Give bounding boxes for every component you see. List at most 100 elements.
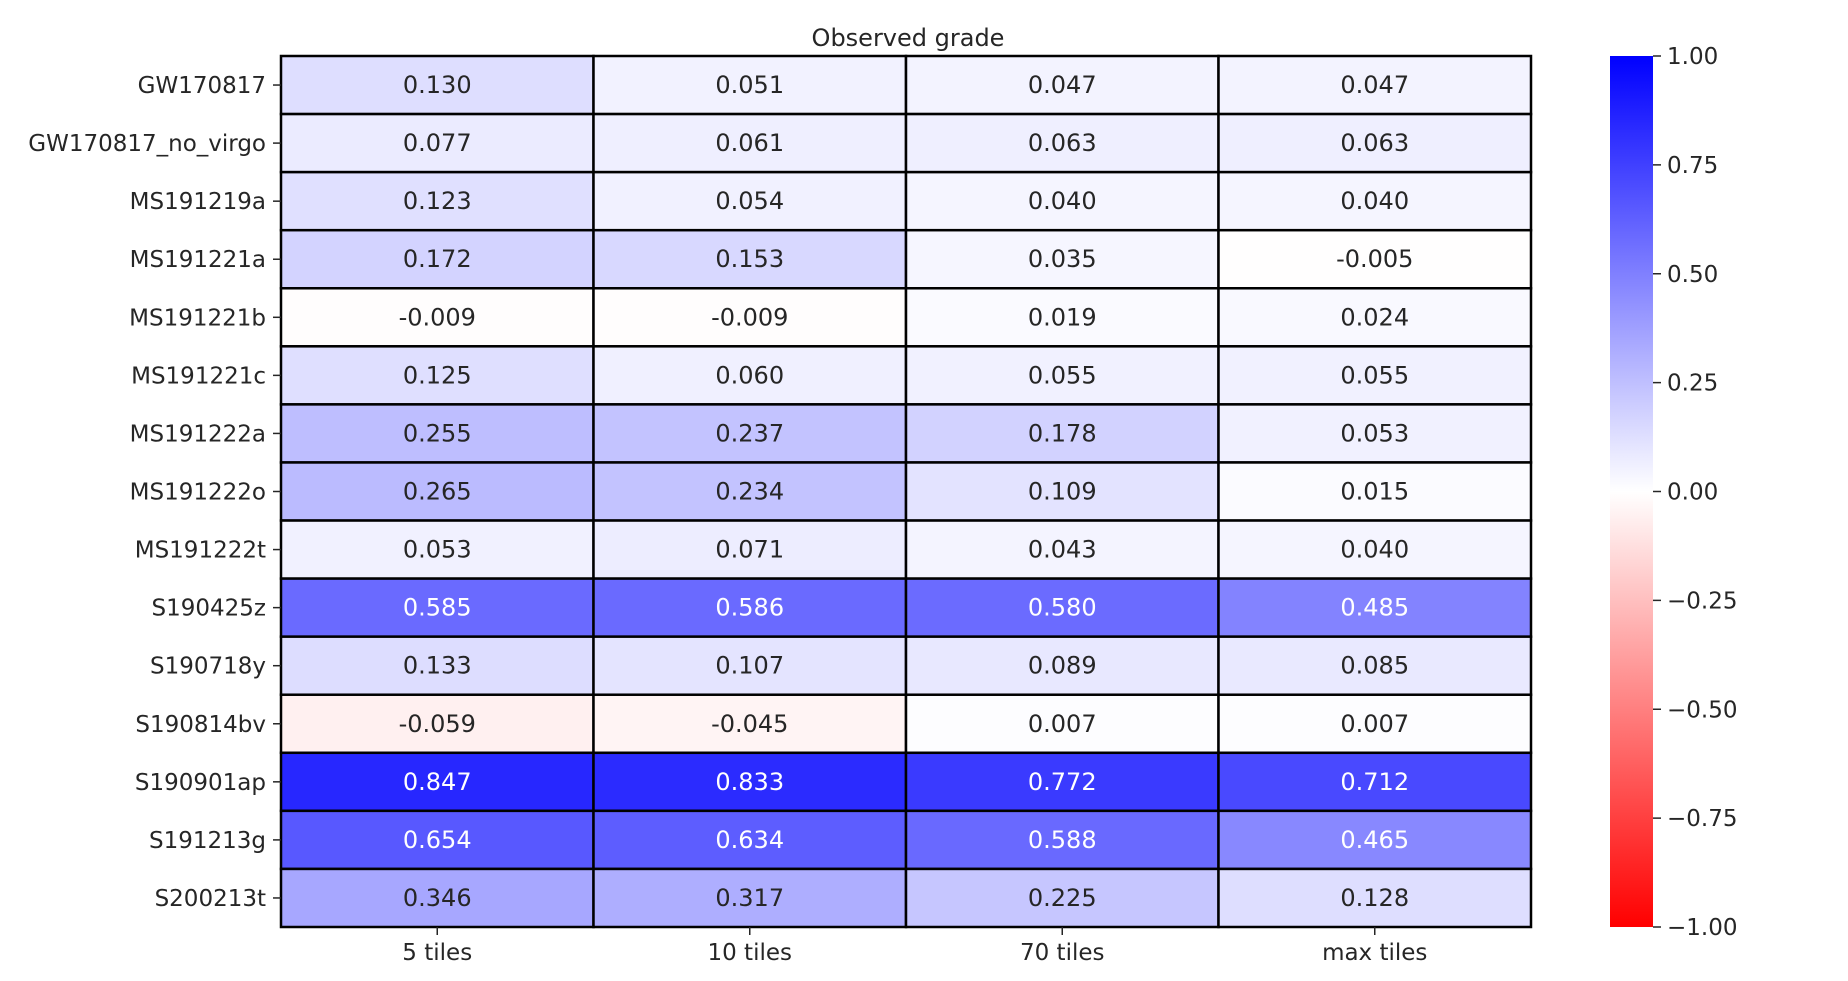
cell-value-label: 0.225 — [1028, 884, 1097, 912]
cell-value-label: 0.054 — [715, 187, 784, 215]
cell-value-label: 0.024 — [1340, 303, 1409, 331]
heatmap-cell — [904, 461, 1220, 522]
heatmap-cell — [279, 751, 595, 813]
cell-value-label: 0.634 — [715, 826, 784, 854]
cell-value-label: 0.585 — [403, 594, 472, 622]
heatmap-cell — [592, 751, 908, 813]
cell-value-label: 0.712 — [1340, 768, 1409, 796]
colorbar-tick-label: −0.25 — [1667, 588, 1737, 614]
cell-value-label: -0.009 — [399, 303, 476, 331]
heatmap-cell — [592, 287, 908, 348]
cell-value-label: 0.123 — [403, 187, 472, 215]
cell-value-label: 0.060 — [715, 361, 784, 389]
cell-value-label: 0.055 — [1028, 361, 1097, 389]
cell-value-label: 0.085 — [1340, 652, 1409, 680]
heatmap-cell — [1217, 519, 1533, 580]
heatmap-cell — [592, 345, 908, 406]
colorbar-tick-label: −0.50 — [1667, 697, 1737, 723]
heatmap-cell — [592, 635, 908, 696]
cell-value-label: 0.109 — [1028, 478, 1097, 506]
heatmap-cell — [1217, 287, 1533, 348]
row-tick-label: S190718y — [150, 654, 266, 680]
cell-value-labels: 0.130 0.051 0.047 0.047 0.077 0.061 0.063 0.063… — [399, 71, 1414, 912]
cell-value-label: 0.465 — [1340, 826, 1409, 854]
cell-value-label: 0.265 — [403, 478, 472, 506]
cell-value-label: 0.130 — [403, 71, 472, 99]
row-tick-label: GW170817_no_virgo — [28, 131, 266, 157]
cell-value-label: 0.107 — [715, 652, 784, 680]
cell-value-label: 0.043 — [1028, 536, 1097, 564]
heatmap-cell — [1217, 228, 1533, 290]
column-tick-label: 70 tiles — [1020, 940, 1105, 966]
heatmap-cell — [1217, 693, 1533, 755]
heatmap-cell — [592, 170, 908, 232]
row-tick-label: MS191222o — [130, 480, 266, 506]
cell-value-label: 0.061 — [715, 129, 784, 157]
row-tick-label: S190901ap — [135, 770, 266, 796]
column-tick-label: 5 tiles — [402, 940, 472, 966]
cell-value-label: 0.063 — [1340, 129, 1409, 157]
cell-value-label: 0.237 — [715, 419, 784, 447]
cell-value-label: 0.040 — [1340, 187, 1409, 215]
cell-value-label: 0.580 — [1028, 594, 1097, 622]
heatmap-cell — [1217, 577, 1533, 638]
heatmap-cell — [904, 345, 1220, 406]
colorbar-tick-label: −1.00 — [1667, 915, 1737, 941]
colorbar-tick-label: 0.75 — [1667, 153, 1718, 179]
column-tick-label: max tiles — [1322, 940, 1427, 966]
heatmap-cell — [904, 809, 1220, 871]
heatmap-cell — [1217, 112, 1533, 174]
heatmap-cell — [904, 287, 1220, 348]
heatmap-cell — [279, 345, 595, 406]
row-tick-label: MS191219a — [130, 189, 266, 215]
cell-value-label: 0.346 — [403, 884, 472, 912]
cell-value-label: 0.019 — [1028, 303, 1097, 331]
cell-value-label: 0.063 — [1028, 129, 1097, 157]
colorbar: 1.00 0.75 0.50 0.25 0.00 −0.25 −0.50 −0.75 −1.00 — [1610, 44, 1737, 941]
heatmap-cell — [904, 867, 1220, 929]
cell-value-label: 0.125 — [403, 361, 472, 389]
cell-value-label: -0.059 — [399, 710, 476, 738]
cell-value-label: 0.172 — [403, 245, 472, 273]
cell-value-label: 0.053 — [1340, 419, 1409, 447]
heatmap-cell — [279, 693, 595, 755]
cell-value-label: 0.128 — [1340, 884, 1409, 912]
row-tick-label: MS191222a — [130, 421, 266, 447]
cell-value-label: 0.317 — [715, 884, 784, 912]
cell-value-label: 0.077 — [403, 129, 472, 157]
cell-value-label: 0.234 — [715, 478, 784, 506]
cell-value-label: 0.047 — [1340, 71, 1409, 99]
heatmap-cell — [1217, 170, 1533, 232]
row-tick-label: S191213g — [149, 828, 266, 854]
row-tick-label: MS191221c — [131, 363, 266, 389]
heatmap-cell — [1217, 751, 1533, 813]
cell-value-label: 0.654 — [403, 826, 472, 854]
cell-value-label: 0.772 — [1028, 768, 1097, 796]
heatmap-cell — [592, 693, 908, 755]
colorbar-gradient — [1610, 56, 1653, 927]
heatmap-cell — [592, 54, 908, 116]
heatmap-cell — [1217, 809, 1533, 871]
cell-value-label: 0.178 — [1028, 419, 1097, 447]
heatmap-cell — [592, 228, 908, 290]
heatmap-cell — [904, 403, 1220, 464]
heatmap-cell — [279, 461, 595, 522]
heatmap-cell — [1217, 403, 1533, 464]
cell-value-label: 0.847 — [403, 768, 472, 796]
colorbar-tick-label: −0.75 — [1667, 806, 1737, 832]
cell-value-label: 0.055 — [1340, 361, 1409, 389]
heatmap-cells — [279, 54, 1533, 929]
cell-value-label: 0.007 — [1340, 710, 1409, 738]
heatmap-cell — [279, 577, 595, 638]
cell-value-label: 0.007 — [1028, 710, 1097, 738]
cell-value-label: 0.051 — [715, 71, 784, 99]
cell-value-label: 0.089 — [1028, 652, 1097, 680]
row-tick-label: GW170817 — [138, 73, 266, 99]
heatmap-cell — [904, 751, 1220, 813]
heatmap-cell — [1217, 345, 1533, 406]
cell-value-label: 0.040 — [1340, 536, 1409, 564]
column-tick-labels: 5 tiles 10 tiles 70 tiles max tiles — [402, 927, 1427, 966]
column-tick-label: 10 tiles — [707, 940, 792, 966]
